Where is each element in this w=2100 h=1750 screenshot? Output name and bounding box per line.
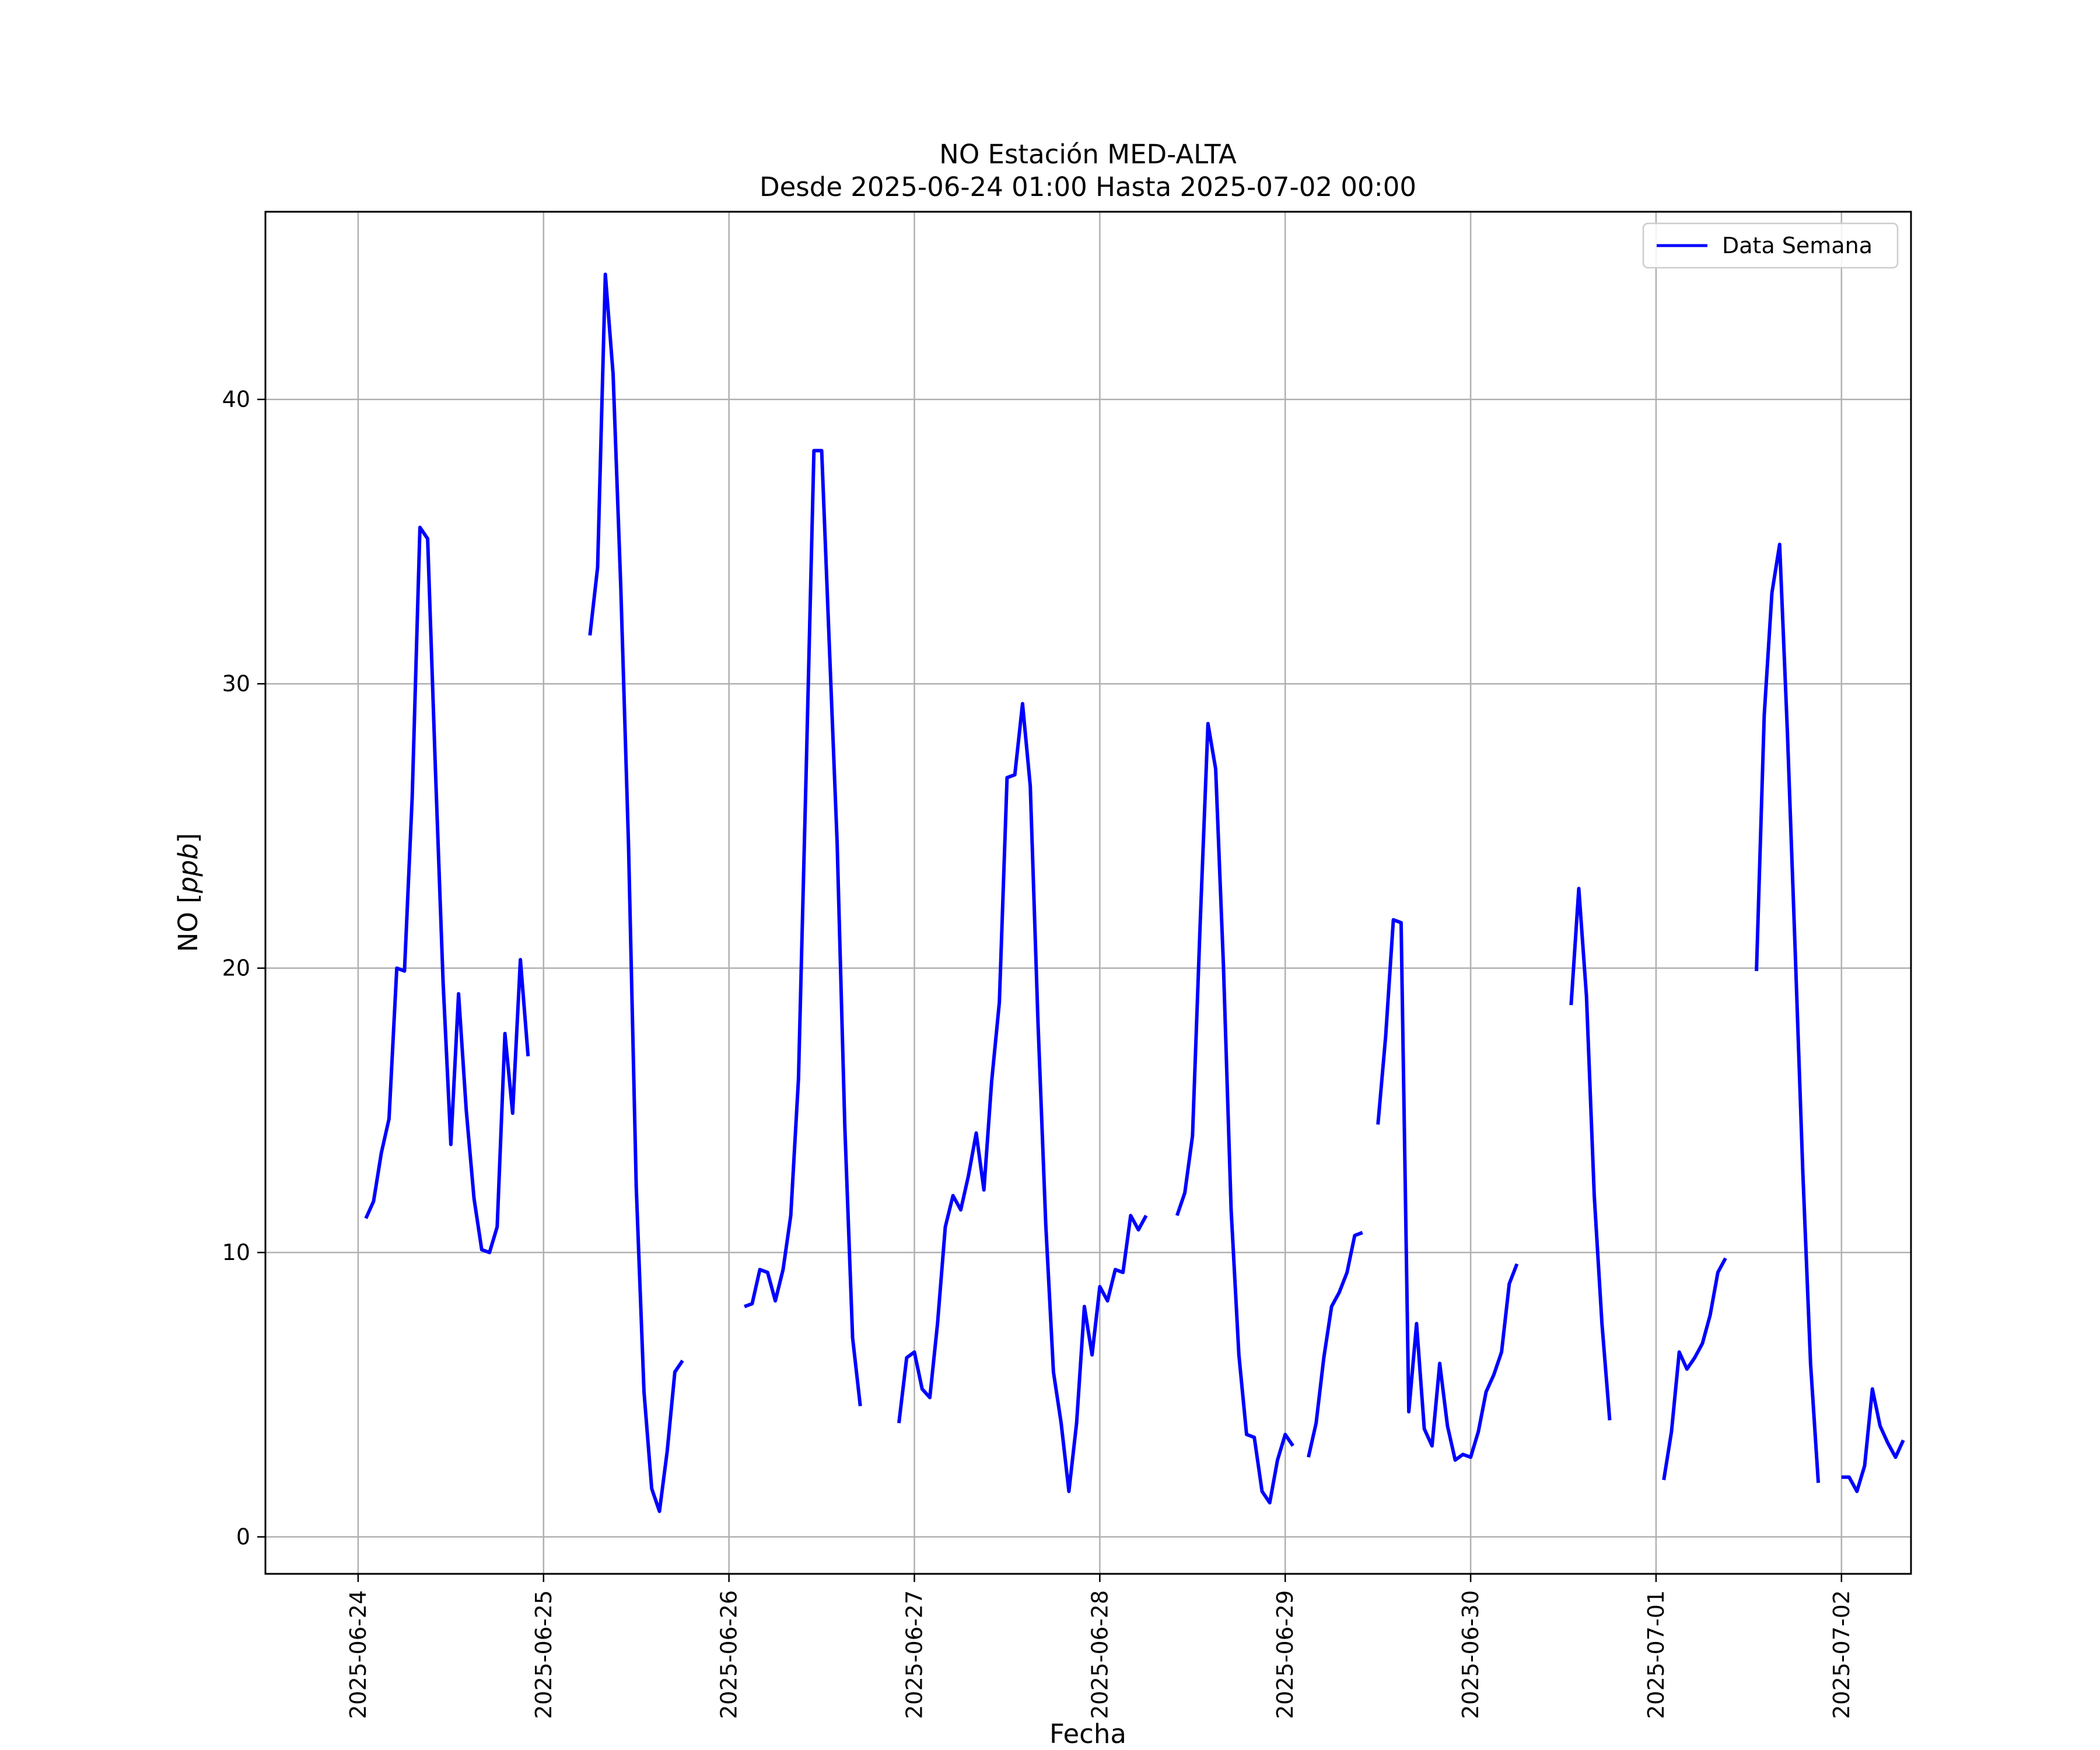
y-tick-label: 0 <box>236 1524 250 1550</box>
legend: Data Semana <box>1642 222 1899 269</box>
y-axis-label-main: NO [ <box>173 893 204 952</box>
series-segment <box>744 449 862 1406</box>
series-segment <box>1841 1387 1905 1493</box>
plot-frame <box>264 211 1912 1575</box>
y-tick-label: 20 <box>222 956 250 981</box>
y-tick-label: 40 <box>222 387 250 412</box>
series-segment <box>1376 918 1519 1462</box>
x-tick-label: 2025-06-29 <box>1272 1590 1298 1719</box>
y-axis-label-end: ] <box>173 833 204 844</box>
tick-layer: 2025-06-24 2025-06-25 2025-06-26 2025-06-27… <box>222 387 1854 1719</box>
x-tick-label: 2025-06-27 <box>902 1590 928 1719</box>
x-tick-label: 2025-06-25 <box>531 1590 556 1719</box>
chart-subtitle: Desde 2025-06-24 01:00 Hasta 2025-07-02 … <box>760 172 1416 202</box>
series-segment <box>1662 1257 1727 1480</box>
y-axis-label: NO [ppb] <box>173 833 204 952</box>
series-line-0 <box>364 272 1905 1513</box>
legend-box <box>1642 222 1899 269</box>
x-tick-label: 2025-06-26 <box>716 1590 742 1719</box>
legend-label: Data Semana <box>1722 233 1873 258</box>
x-tick-label: 2025-06-24 <box>345 1590 371 1719</box>
series-segment <box>1755 542 1821 1483</box>
x-tick-label: 2025-06-28 <box>1087 1590 1112 1719</box>
series-layer <box>364 272 1905 1513</box>
series-segment <box>364 526 530 1255</box>
x-tick-label: 2025-06-30 <box>1458 1590 1483 1719</box>
x-tick-label: 2025-07-02 <box>1829 1590 1854 1719</box>
y-tick-label: 10 <box>222 1240 250 1265</box>
series-segment <box>897 702 1148 1493</box>
y-axis-label-unit: ppb <box>173 843 204 894</box>
grid-lines <box>265 212 1911 1574</box>
series-segment <box>588 272 684 1513</box>
series-segment <box>1175 722 1294 1505</box>
series-segment <box>1569 887 1612 1421</box>
series-segment <box>1307 1231 1363 1458</box>
x-axis-label: Fecha <box>1049 1718 1126 1749</box>
chart-title: NO Estación MED-ALTA <box>939 139 1237 170</box>
y-tick-label: 30 <box>222 671 250 696</box>
x-tick-label: 2025-07-01 <box>1643 1590 1669 1719</box>
